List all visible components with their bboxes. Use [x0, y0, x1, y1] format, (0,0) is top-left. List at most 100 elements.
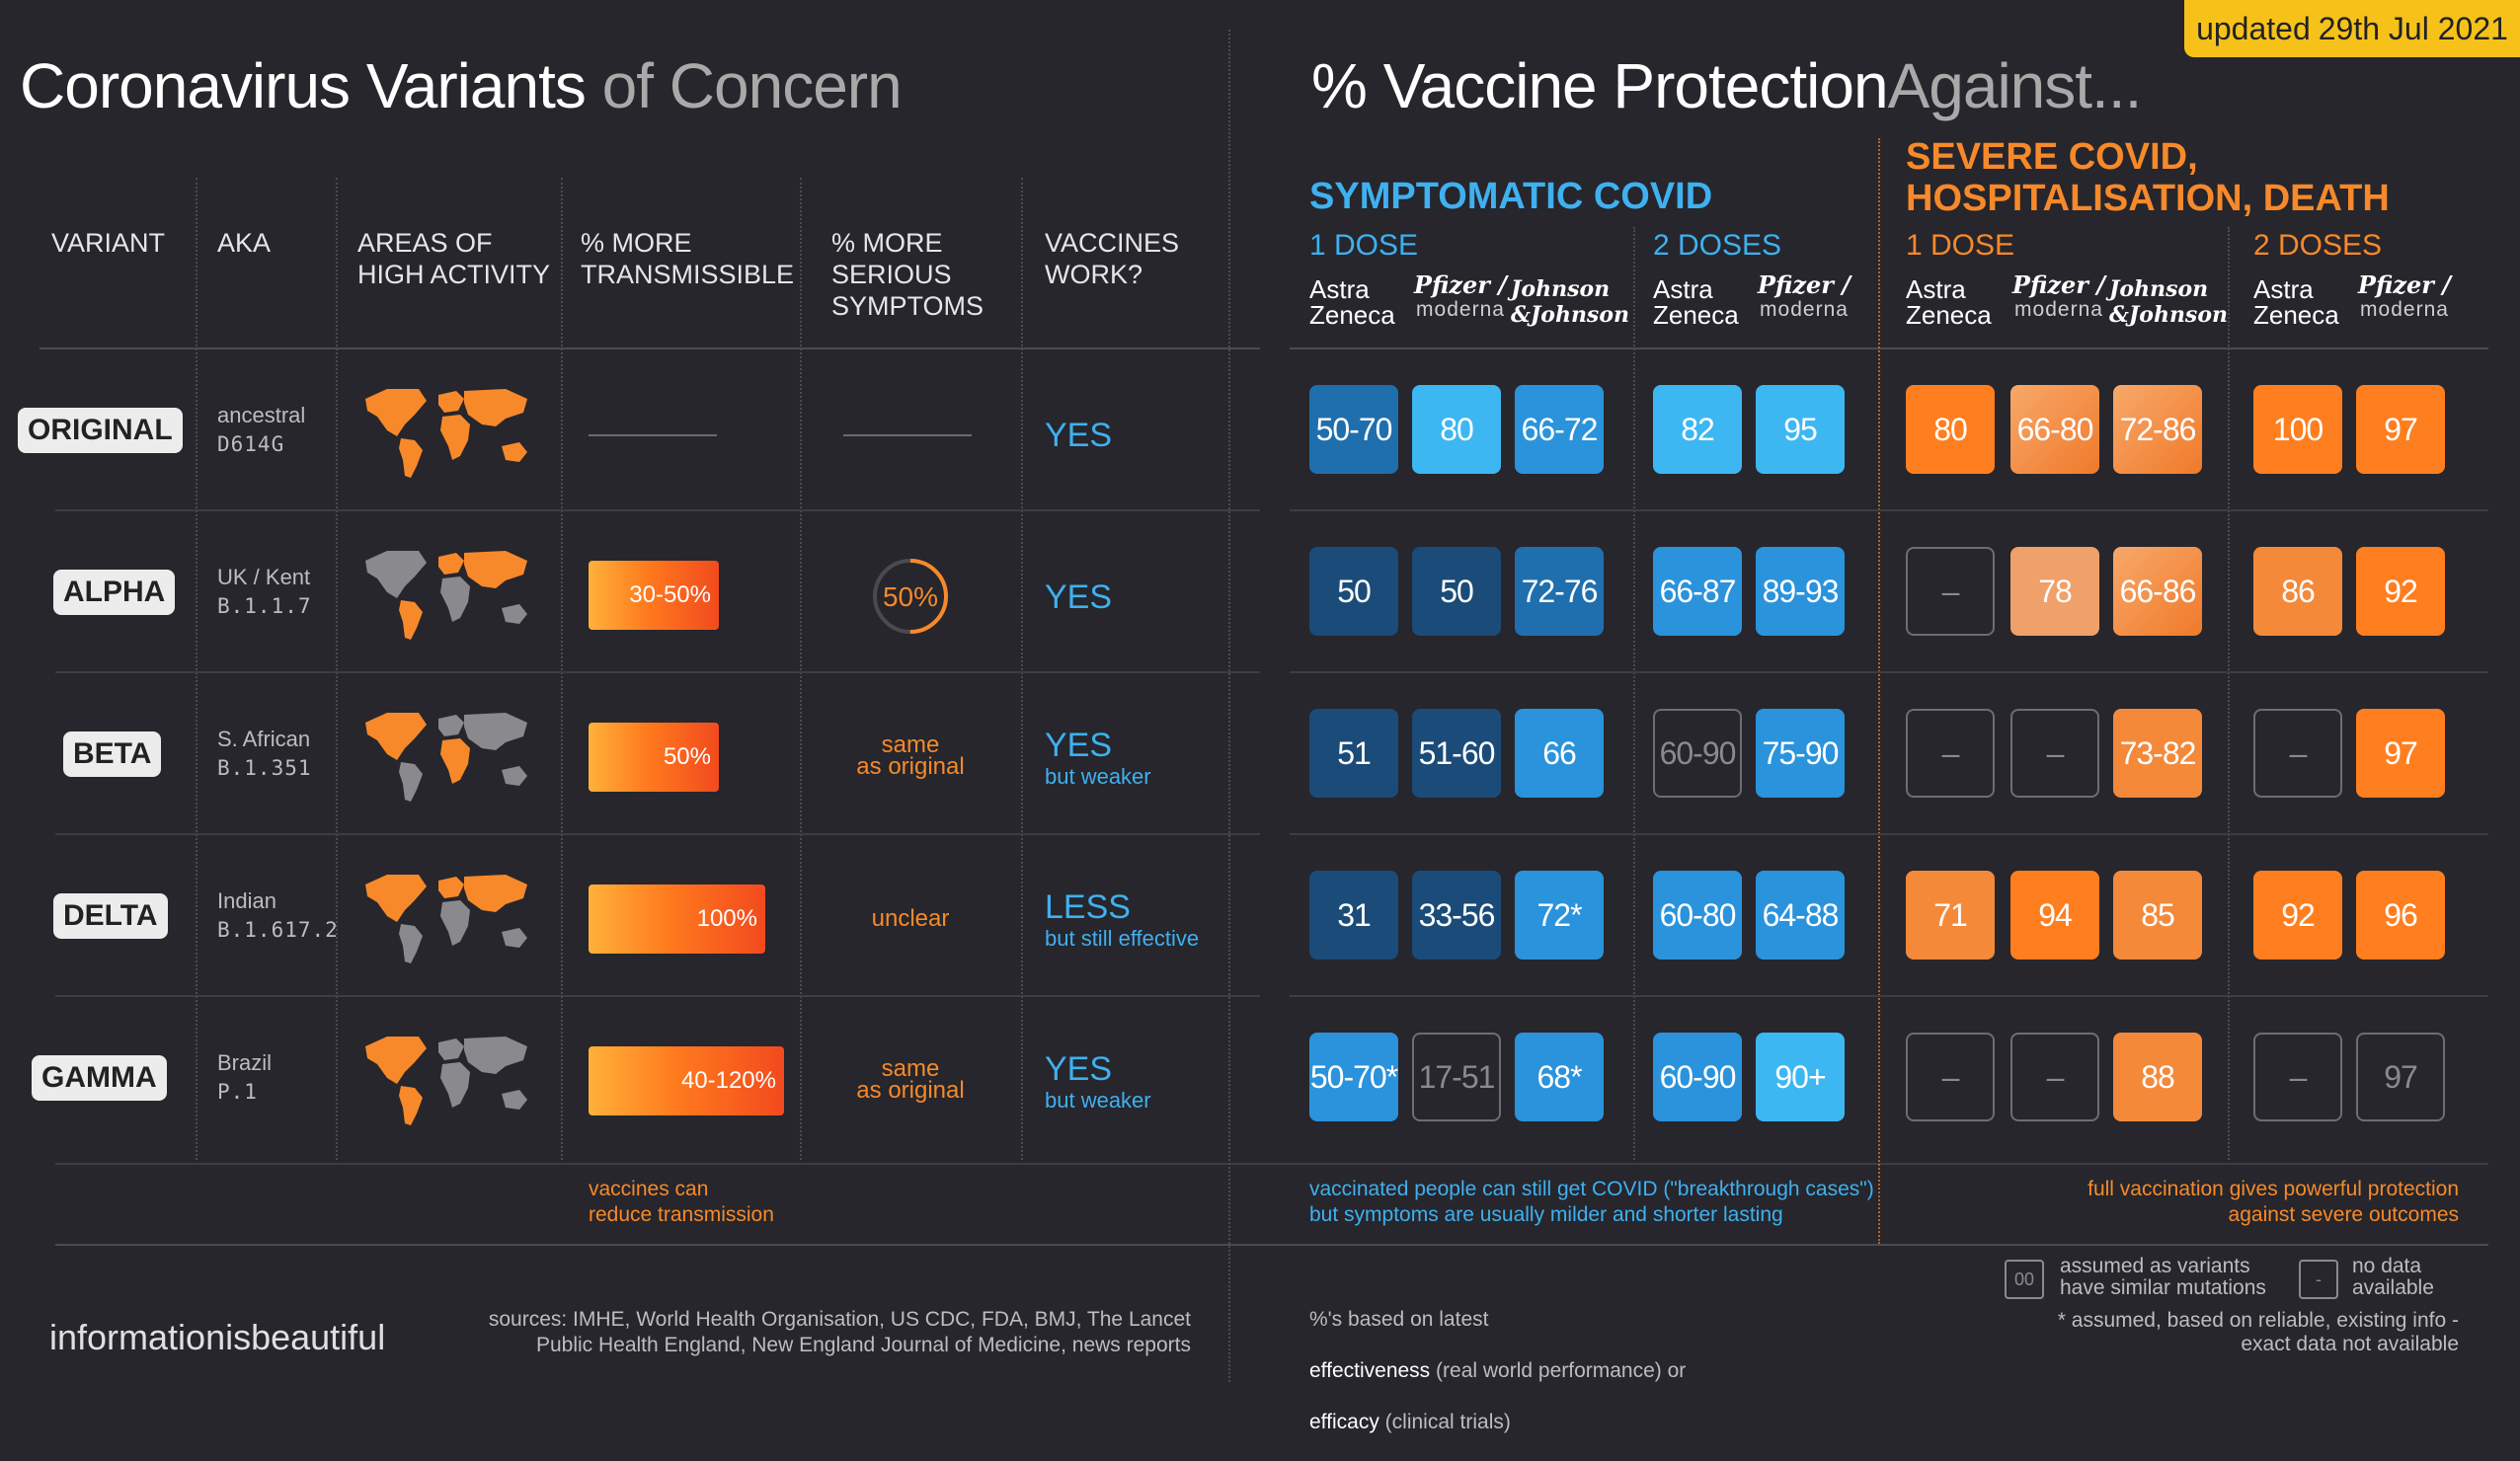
severe-cell: 97 [2356, 385, 2445, 474]
world-map [365, 875, 527, 963]
aka-code: B.1.351 [217, 756, 312, 780]
transmissible-bar: 50% [589, 723, 719, 792]
vaccine-moderna-label: moderna [2014, 298, 2103, 321]
aka-code: B.1.617.2 [217, 918, 339, 942]
left-title-dim: of Concern [601, 50, 903, 121]
right-title: % Vaccine ProtectionAgainst... [1311, 49, 2142, 122]
symptomatic-cell: 50-70 [1309, 385, 1398, 474]
transmissible-bar: 40-120% [589, 1046, 784, 1115]
vaccine-johnson: Johnson &Johnson [1511, 276, 1629, 328]
symptomatic-cell: 66 [1515, 709, 1604, 798]
row-divider [1290, 995, 2488, 997]
symptomatic-cell: 75-90 [1756, 709, 1845, 798]
severe-divider [1878, 138, 1880, 1244]
symptomatic-cell: 68* [1515, 1033, 1604, 1121]
header-variant: VARIANT [51, 228, 166, 258]
world-map [365, 389, 527, 478]
map-region-na [365, 1037, 427, 1084]
col-divider [196, 178, 197, 1160]
row-divider [1290, 347, 2488, 349]
symptomatic-dose1-label: 1 DOSE [1309, 229, 1419, 262]
row-divider [1290, 509, 2488, 511]
aka-name: S. African [217, 727, 311, 751]
map-region-eu [438, 391, 464, 413]
vaccine-pfizer: Pfizer / moderna [1750, 272, 1858, 322]
row-divider [55, 833, 1260, 835]
symptomatic-cell: 82 [1653, 385, 1742, 474]
right-title-main: % Vaccine Protection [1311, 50, 1889, 121]
map-region-af [440, 415, 470, 460]
dose-divider [2228, 227, 2230, 1160]
aka-name: UK / Kent [217, 565, 311, 589]
note-breakthrough: vaccinated people can still get COVID ("… [1309, 1178, 1874, 1226]
symptomatic-cell: 50 [1309, 547, 1398, 636]
vaccine-pfizer-label: Pfizer / [2357, 270, 2452, 299]
symptomatic-cell: 51-60 [1412, 709, 1501, 798]
symptomatic-cell: 66-72 [1515, 385, 1604, 474]
vaccine-moderna-label: moderna [2360, 298, 2449, 321]
map-region-na [365, 551, 427, 598]
vaccines-work: YES [1045, 1050, 1113, 1088]
symptomatic-dose2-label: 2 DOSES [1653, 229, 1782, 262]
map-region-au [502, 442, 527, 462]
map-region-sa [399, 924, 423, 963]
map-region-eu [438, 553, 464, 575]
col-divider [1021, 178, 1023, 1160]
dose-divider [1633, 227, 1635, 1160]
vaccine-astrazeneca: Astra Zeneca [1906, 274, 1992, 330]
vaccine-moderna-label: moderna [1416, 298, 1505, 321]
variant-tag: BETA [63, 731, 162, 777]
variant-tag: GAMMA [32, 1055, 167, 1101]
vaccine-pfizer: Pfizer / moderna [2350, 272, 2459, 322]
severe-cell: 72-86 [2113, 385, 2202, 474]
symptomatic-cell: 17-51 [1412, 1033, 1501, 1121]
variant-tag: ALPHA [53, 570, 176, 615]
row-divider [1290, 671, 2488, 673]
aka-code: D614G [217, 432, 285, 456]
map-region-af [440, 900, 470, 946]
left-title-main: Coronavirus Variants [20, 50, 587, 121]
severe-cell: – [2253, 1033, 2342, 1121]
note-based-on-line: %'s based on latest [1309, 1308, 1489, 1331]
map-region-as [464, 389, 527, 426]
map-region-sa [399, 762, 423, 802]
vaccines-work: YES [1045, 417, 1113, 454]
map-region-eu [438, 877, 464, 898]
severe-cell: – [1906, 547, 1995, 636]
vaccine-pfizer: Pfizer / moderna [2005, 272, 2113, 322]
severe-cell: – [1906, 1033, 1995, 1121]
updated-badge: updated 29th Jul 2021 [2184, 0, 2520, 57]
serious-text: unclear [871, 905, 950, 932]
map-region-au [502, 604, 527, 624]
header-transmissible: % MORE TRANSMISSIBLE [581, 228, 795, 289]
severe-cell: 86 [2253, 547, 2342, 636]
vaccine-astrazeneca: Astra Zeneca [2253, 274, 2339, 330]
vaccines-work: YES [1045, 727, 1113, 764]
section-severe: SEVERE COVID, HOSPITALISATION, DEATH [1906, 136, 2390, 219]
vaccine-moderna-label: moderna [1760, 298, 1849, 321]
world-map [365, 551, 527, 640]
map-region-as [464, 875, 527, 912]
severe-cell: 92 [2356, 547, 2445, 636]
symptomatic-cell: 89-93 [1756, 547, 1845, 636]
severe-cell: 78 [2010, 547, 2099, 636]
header-areas: AREAS OF HIGH ACTIVITY [357, 228, 551, 289]
vaccines-note: but weaker [1045, 764, 1151, 789]
symptomatic-cell: 90+ [1756, 1033, 1845, 1121]
map-region-na [365, 875, 427, 922]
map-region-as [464, 1037, 527, 1074]
vaccine-astrazeneca: Astra Zeneca [1309, 274, 1395, 330]
world-map [365, 1037, 527, 1125]
severe-cell: 88 [2113, 1033, 2202, 1121]
row-divider [55, 671, 1260, 673]
symptomatic-cell: 51 [1309, 709, 1398, 798]
variant-tag: DELTA [53, 893, 168, 939]
transmissible-none [589, 434, 717, 436]
note-efficacy-detail: (clinical trials) [1384, 1411, 1511, 1433]
map-region-as [464, 713, 527, 750]
map-region-sa [399, 1086, 423, 1125]
map-region-na [365, 389, 427, 436]
severe-cell: 66-80 [2010, 385, 2099, 474]
vaccines-work: LESS [1045, 888, 1131, 926]
map-region-af [440, 577, 470, 622]
